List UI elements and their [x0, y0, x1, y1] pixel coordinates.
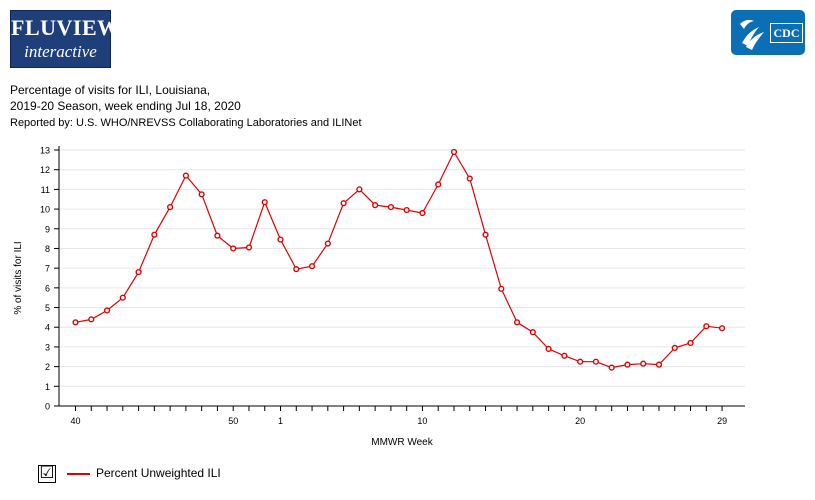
data-point — [261, 199, 268, 206]
data-point — [387, 204, 395, 211]
cdc-logo-text: CDC — [770, 23, 803, 43]
data-point — [198, 191, 205, 198]
y-tick-label: 10 — [40, 205, 50, 215]
legend-line-swatch — [67, 473, 90, 475]
y-tick-label: 8 — [45, 244, 50, 254]
data-point — [419, 209, 426, 217]
data-point — [403, 206, 410, 214]
data-point — [545, 345, 552, 352]
data-point — [435, 181, 442, 188]
legend-label: Percent Unweighted ILI — [96, 466, 221, 480]
y-tick-label: 7 — [45, 264, 50, 274]
y-tick-label: 12 — [40, 165, 50, 175]
x-tick-label: 50 — [228, 416, 238, 426]
data-point — [718, 325, 726, 332]
data-point — [88, 316, 95, 323]
data-point — [466, 175, 473, 182]
data-point — [277, 236, 284, 243]
data-point — [230, 245, 237, 252]
data-point — [577, 358, 584, 365]
fluview-logo: FLUVIEW interactive — [10, 10, 120, 68]
data-point — [687, 339, 694, 347]
data-point — [671, 344, 678, 352]
series-line — [75, 150, 723, 369]
data-point — [151, 231, 158, 238]
y-tick-label: 5 — [45, 303, 50, 313]
chart-subtitle: 2019-20 Season, week ending Jul 18, 2020 — [10, 99, 241, 113]
legend-checkbox[interactable]: ☑ — [38, 463, 56, 483]
data-point — [167, 204, 174, 211]
data-point — [372, 202, 379, 209]
y-tick-label: 4 — [45, 323, 50, 333]
data-point — [135, 268, 142, 276]
data-point — [119, 294, 126, 301]
data-point — [482, 231, 489, 238]
data-point — [103, 307, 111, 314]
y-tick-label: 9 — [45, 224, 50, 234]
data-point — [608, 364, 615, 371]
data-point — [340, 200, 347, 207]
y-tick-label: 6 — [45, 283, 50, 293]
chart-title: Percentage of visits for ILI, Louisiana, — [10, 83, 211, 97]
data-point — [561, 352, 568, 359]
data-point — [450, 148, 458, 156]
chart-source: Reported by: U.S. WHO/NREVSS Collaborati… — [10, 117, 362, 129]
data-point — [640, 360, 647, 367]
cdc-logo: CDC — [731, 10, 805, 55]
data-point — [498, 285, 505, 292]
y-tick-label: 1 — [45, 382, 50, 392]
x-tick-label: 40 — [70, 416, 80, 426]
data-point — [308, 263, 316, 270]
x-tick-label: 29 — [717, 416, 727, 426]
fluview-logo-title: FLUVIEW — [11, 15, 120, 40]
data-point — [324, 240, 331, 247]
hhs-eagle-icon — [740, 20, 764, 50]
data-point — [214, 232, 221, 239]
data-point — [182, 172, 189, 179]
y-tick-label: 2 — [45, 362, 50, 372]
x-axis-label: MMWR Week — [371, 437, 433, 448]
data-point — [624, 361, 631, 368]
data-point — [703, 323, 710, 330]
y-axis-label: % of visits for ILI — [13, 241, 24, 314]
y-tick-label: 11 — [41, 185, 50, 195]
data-point — [529, 329, 536, 336]
x-tick-label: 20 — [575, 416, 585, 426]
fluview-logo-subtitle: interactive — [24, 42, 97, 61]
y-tick-label: 3 — [45, 342, 50, 352]
data-point — [72, 319, 79, 326]
data-point — [513, 319, 521, 326]
x-tick-label: 1 — [278, 416, 283, 426]
data-point — [293, 266, 300, 273]
data-point — [592, 358, 600, 365]
y-tick-label: 0 — [45, 402, 50, 412]
x-tick-label: 10 — [417, 416, 427, 426]
data-point — [655, 361, 663, 368]
data-point — [356, 186, 363, 193]
data-point — [245, 244, 253, 251]
y-tick-label: 13 — [40, 146, 50, 156]
